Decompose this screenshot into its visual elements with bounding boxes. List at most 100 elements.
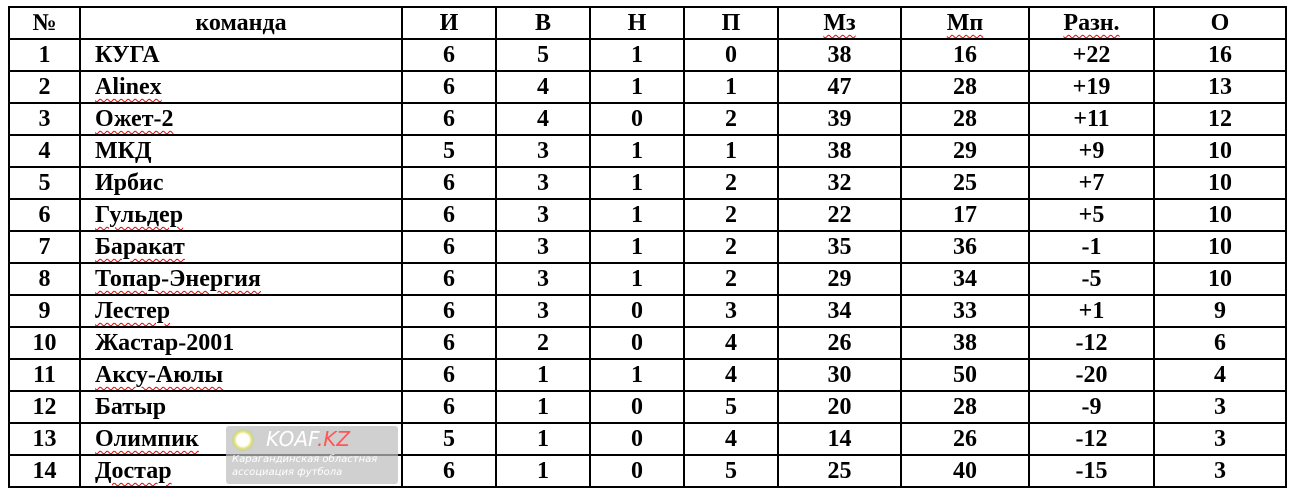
table-cell: 34 (900, 262, 1030, 296)
cell-value: 10 (1208, 170, 1232, 196)
cell-value: 20 (827, 394, 852, 420)
cell-value: 10 (1208, 202, 1232, 228)
table-cell: 4 (683, 422, 779, 456)
cell-value: Батыр (95, 394, 167, 420)
table-cell: 4 (495, 102, 591, 136)
cell-value: 3 (537, 202, 549, 228)
table-cell: 1 (683, 134, 779, 168)
cell-value: 2 (725, 266, 737, 292)
table-cell: 10 (1153, 262, 1287, 296)
table-row: 2 Alinex 6 4 1 1 47 28 +19 13 (8, 70, 1287, 104)
table-cell: 4 (683, 326, 779, 360)
standings-table: № команда И В Н П Мз Мп Разн. О 1 КУГА 6 5 1 0 38 16 +22 1… (8, 6, 1287, 488)
cell-value: 10 (1208, 138, 1232, 164)
cell-value: -9 (1081, 394, 1102, 420)
cell-value: 0 (631, 106, 643, 132)
cell-value: 6 (443, 298, 455, 324)
cell-value: 3 (1214, 458, 1226, 484)
table-cell: 6 (401, 70, 497, 104)
cell-value: 25 (827, 458, 852, 484)
table-cell: 5 (8, 166, 81, 200)
cell-value: 16 (953, 42, 977, 68)
column-header-label: команда (195, 10, 287, 36)
cell-value: 1 (631, 138, 643, 164)
cell-value: 1 (631, 362, 643, 388)
cell-value: 1 (631, 234, 643, 260)
table-cell: 6 (401, 38, 497, 72)
cell-value: 2 (725, 202, 737, 228)
cell-value: 28 (953, 106, 977, 132)
cell-value: 1 (631, 266, 643, 292)
cell-value: +19 (1072, 74, 1111, 100)
table-cell: 32 (777, 166, 902, 200)
cell-value: 29 (827, 266, 852, 292)
cell-value: 16 (1208, 42, 1232, 68)
table-cell: 3 (495, 198, 591, 232)
table-cell: 6 (401, 358, 497, 392)
cell-value: 47 (827, 74, 852, 100)
cell-value: 6 (443, 266, 455, 292)
table-cell: 26 (777, 326, 902, 360)
cell-value: 5 (443, 426, 455, 452)
table-cell: -12 (1028, 326, 1155, 360)
table-row: 10 Жастар-2001 6 2 0 4 26 38 -12 6 (8, 326, 1287, 360)
table-cell: -1 (1028, 230, 1155, 264)
cell-value: 1 (631, 202, 643, 228)
table-cell: 1 (589, 70, 685, 104)
cell-value: 34 (827, 298, 852, 324)
cell-value: -20 (1075, 362, 1108, 388)
table-cell: 9 (8, 294, 81, 328)
cell-value: 6 (443, 42, 455, 68)
watermark-subtitle: Карагандинская областная ассоциация футб… (232, 454, 378, 478)
table-cell: 6 (401, 198, 497, 232)
cell-value: +5 (1078, 202, 1105, 228)
table-cell: 1 (589, 198, 685, 232)
table-cell: -9 (1028, 390, 1155, 424)
cell-value: Аксу-Аюлы (95, 362, 224, 388)
table-cell: 0 (589, 422, 685, 456)
table-cell: 8 (8, 262, 81, 296)
table-cell: 0 (589, 294, 685, 328)
cell-value: 1 (537, 426, 549, 452)
column-header: команда (79, 6, 403, 40)
table-cell: КУГА (79, 38, 403, 72)
table-cell: 0 (683, 38, 779, 72)
cell-value: 6 (443, 202, 455, 228)
table-cell: Alinex (79, 70, 403, 104)
table-cell: +7 (1028, 166, 1155, 200)
table-cell: 5 (683, 454, 779, 488)
table-cell: 3 (683, 294, 779, 328)
cell-value: 12 (1208, 106, 1232, 132)
cell-value: 34 (953, 266, 977, 292)
cell-value: Ожет-2 (95, 106, 174, 132)
cell-value: 4 (725, 330, 737, 356)
cell-value: 32 (827, 170, 852, 196)
cell-value: 3 (537, 234, 549, 260)
cell-value: 1 (631, 74, 643, 100)
table-cell: 10 (1153, 134, 1287, 168)
table-cell: 6 (401, 326, 497, 360)
watermark: KOAF.KZ Карагандинская областная ассоциа… (226, 426, 398, 484)
table-cell: -12 (1028, 422, 1155, 456)
cell-value: +22 (1072, 42, 1111, 68)
column-header-label: Мп (946, 10, 984, 36)
cell-value: 38 (827, 42, 852, 68)
table-cell: 6 (401, 454, 497, 488)
table-cell: 0 (589, 454, 685, 488)
cell-value: 3 (1214, 394, 1226, 420)
table-row: 5 Ирбис 6 3 1 2 32 25 +7 10 (8, 166, 1287, 200)
column-header: Разн. (1028, 6, 1155, 40)
cell-value: 1 (725, 138, 737, 164)
cell-value: 3 (537, 266, 549, 292)
football-logo-icon (232, 429, 254, 451)
table-cell: 4 (495, 70, 591, 104)
column-header: П (683, 6, 779, 40)
cell-value: 7 (38, 234, 51, 260)
table-cell: 1 (589, 230, 685, 264)
table-cell: 16 (1153, 38, 1287, 72)
table-cell: 9 (1153, 294, 1287, 328)
table-cell: 38 (777, 134, 902, 168)
table-cell: 3 (1153, 390, 1287, 424)
table-cell: 4 (1153, 358, 1287, 392)
cell-value: 13 (1208, 74, 1232, 100)
